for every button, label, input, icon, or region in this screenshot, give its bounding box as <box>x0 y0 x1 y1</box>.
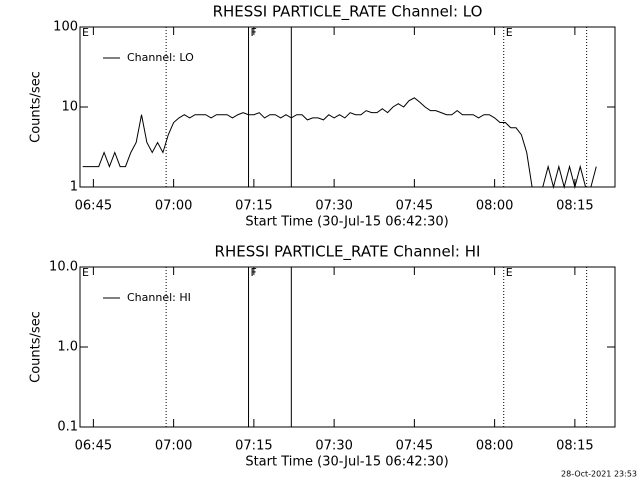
x-axis-label: Start Time (30-Jul-15 06:42:30) <box>245 215 448 230</box>
x-tick-label: 07:30 <box>315 199 352 214</box>
event-label: E <box>82 266 89 279</box>
x-tick-label: 07:15 <box>235 199 272 214</box>
y-axis-label: Counts/sec <box>29 311 44 383</box>
x-tick-label: 06:45 <box>75 199 112 214</box>
x-tick-label: 07:15 <box>235 439 272 454</box>
x-tick-label: 08:15 <box>556 439 593 454</box>
x-tick-label: 06:45 <box>75 439 112 454</box>
x-tick-label: 08:00 <box>476 439 513 454</box>
y-tick-label: 10.0 <box>49 260 78 275</box>
x-tick-label: 07:45 <box>396 439 433 454</box>
event-label: E <box>82 26 89 39</box>
x-axis-label: Start Time (30-Jul-15 06:42:30) <box>245 455 448 470</box>
chart-title: RHESSI PARTICLE_RATE Channel: HI <box>215 243 481 262</box>
legend-label: Channel: HI <box>127 291 191 304</box>
footer-date: 28-Oct-2021 23:53 <box>561 470 637 479</box>
legend-label: Channel: LO <box>127 51 194 64</box>
y-tick-label: 1 <box>70 180 78 195</box>
y-tick-label: 10 <box>61 100 78 115</box>
y-tick-label: 1.0 <box>57 340 78 355</box>
event-label: F <box>251 266 257 279</box>
y-tick-label: 100 <box>53 20 78 35</box>
x-tick-label: 07:30 <box>315 439 352 454</box>
x-tick-label: 07:00 <box>155 199 192 214</box>
chart-title: RHESSI PARTICLE_RATE Channel: LO <box>213 3 483 22</box>
x-tick-label: 08:15 <box>556 199 593 214</box>
data-line <box>82 97 597 189</box>
x-tick-label: 08:00 <box>476 199 513 214</box>
x-tick-label: 07:45 <box>396 199 433 214</box>
y-axis-label: Counts/sec <box>29 71 44 143</box>
event-label: E <box>506 266 513 279</box>
event-label: F <box>251 26 257 39</box>
event-label: E <box>506 26 513 39</box>
x-tick-label: 07:00 <box>155 439 192 454</box>
y-tick-label: 0.1 <box>57 420 78 435</box>
